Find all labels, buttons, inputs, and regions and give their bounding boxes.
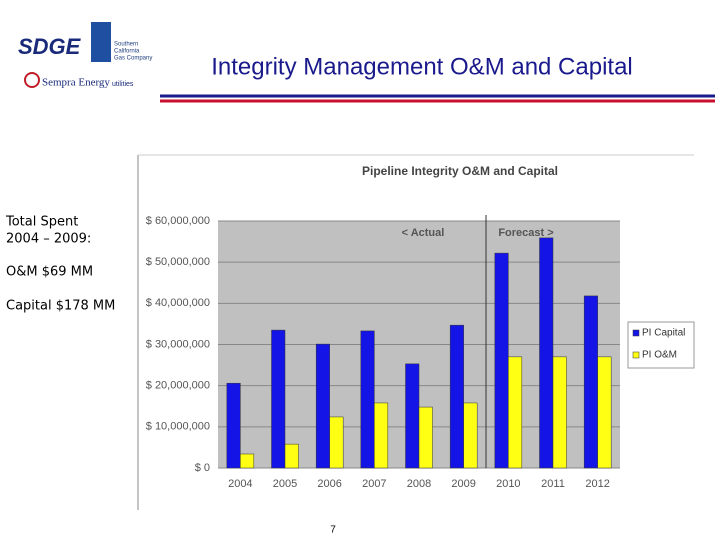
bar [284, 443, 299, 469]
bar [463, 402, 478, 469]
y-tick-label: $ 20,000,000 [146, 380, 210, 392]
logo-mark [91, 22, 111, 62]
logo-text: Sempra Energy [42, 77, 110, 89]
bar [597, 356, 612, 469]
bar [552, 356, 567, 469]
bar [360, 330, 375, 469]
legend-label: PI Capital [642, 328, 685, 339]
y-tick-label: $ 10,000,000 [146, 421, 210, 433]
y-tick-label: $ 50,000,000 [146, 256, 210, 268]
plot [218, 220, 620, 469]
bar [226, 382, 241, 469]
y-tick-label: $ 0 [195, 462, 210, 474]
legend [627, 321, 695, 369]
bar [329, 416, 344, 469]
chart-title: Pipeline Integrity O&M and Capital [362, 164, 558, 178]
bar [494, 252, 509, 469]
logo-text: California [114, 49, 140, 55]
bar [271, 329, 286, 469]
y-tick-label: $ 30,000,000 [146, 338, 210, 350]
logo-sdge: SDGE [18, 34, 82, 59]
x-tick-label: 2006 [317, 478, 341, 490]
legend-swatch [632, 329, 640, 337]
x-tick-label: 2008 [407, 478, 431, 490]
bar [449, 324, 464, 469]
bar [583, 295, 598, 469]
x-tick-label: 2009 [451, 478, 475, 490]
logo-text: utilities [112, 81, 134, 88]
page-number: 7 [330, 525, 336, 536]
note: 2004 – 2009: [6, 232, 91, 247]
x-tick-label: 2012 [585, 478, 609, 490]
logo-text: Gas Company [114, 56, 152, 62]
x-tick-label: 2011 [541, 478, 565, 490]
annotation: Forecast > [498, 227, 553, 239]
legend-swatch [632, 351, 640, 359]
y-tick-label: $ 40,000,000 [146, 297, 210, 309]
x-tick-label: 2005 [273, 478, 297, 490]
bar [539, 237, 554, 469]
x-tick-label: 2010 [496, 478, 520, 490]
x-tick-label: 2004 [228, 478, 252, 490]
bar [240, 453, 255, 469]
y-tick-label: $ 60,000,000 [146, 215, 210, 227]
note: Total Spent [5, 215, 78, 230]
x-tick-label: 2007 [362, 478, 386, 490]
bar [418, 406, 433, 469]
logo-text: Southern [114, 42, 138, 48]
bar [374, 402, 389, 469]
note: O&M $69 MM [6, 265, 93, 280]
annotation: < Actual [402, 227, 445, 239]
bar [508, 356, 523, 469]
bar [315, 343, 330, 469]
logo-mark [24, 72, 40, 88]
bar [405, 363, 420, 469]
note: Capital $178 MM [6, 299, 115, 314]
legend-label: PI O&M [642, 350, 677, 361]
slide-title: Integrity Management O&M and Capital [211, 53, 633, 80]
